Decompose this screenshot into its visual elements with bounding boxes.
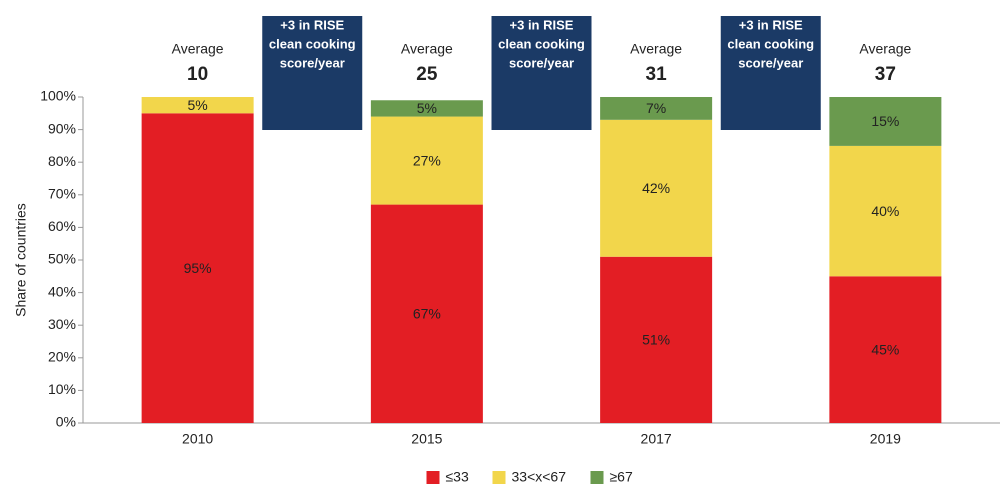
data-label: 51% bbox=[642, 332, 670, 348]
data-label: 5% bbox=[417, 100, 437, 116]
y-tick-label: 20% bbox=[48, 349, 76, 365]
annotation-text: score/year bbox=[738, 55, 803, 70]
annotation-text: +3 in RISE bbox=[510, 17, 574, 32]
x-tick-label: 2017 bbox=[641, 431, 672, 447]
bar-segment bbox=[829, 145, 942, 277]
bar-segment bbox=[829, 97, 942, 146]
average-label: Average bbox=[172, 41, 224, 57]
annotation-box bbox=[262, 16, 363, 130]
bar-segment bbox=[600, 97, 713, 120]
y-tick-label: 0% bbox=[56, 414, 76, 430]
bar-segment bbox=[370, 204, 483, 423]
data-label: 15% bbox=[871, 113, 899, 129]
annotation-text: score/year bbox=[280, 55, 345, 70]
annotation-text: clean cooking bbox=[269, 36, 356, 51]
annotation-text: +3 in RISE bbox=[280, 17, 344, 32]
data-label: 40% bbox=[871, 203, 899, 219]
average-label: Average bbox=[401, 41, 453, 57]
annotation-box bbox=[491, 16, 592, 130]
legend-label: ≤33 bbox=[446, 469, 469, 485]
legend-swatch bbox=[426, 471, 440, 484]
average-value: 31 bbox=[646, 64, 668, 85]
average-value: 37 bbox=[875, 64, 896, 85]
legend-label: 33<x<67 bbox=[512, 469, 567, 485]
y-tick-label: 50% bbox=[48, 251, 76, 267]
annotation-text: clean cooking bbox=[498, 36, 585, 51]
y-tick-label: 100% bbox=[40, 88, 76, 104]
average-label: Average bbox=[859, 41, 911, 57]
data-label: 7% bbox=[646, 100, 666, 116]
y-tick-label: 30% bbox=[48, 316, 76, 332]
x-tick-label: 2015 bbox=[411, 431, 442, 447]
y-tick-label: 70% bbox=[48, 186, 76, 202]
y-axis-label: Share of countries bbox=[13, 203, 29, 317]
bar-segment bbox=[370, 100, 483, 117]
annotation-box bbox=[720, 16, 821, 130]
data-label: 45% bbox=[871, 341, 899, 357]
average-value: 10 bbox=[187, 64, 208, 85]
legend-label: ≥67 bbox=[610, 469, 633, 485]
data-label: 67% bbox=[413, 305, 441, 321]
bar-segment bbox=[600, 119, 713, 257]
y-tick-label: 10% bbox=[48, 381, 76, 397]
y-tick-label: 60% bbox=[48, 218, 76, 234]
data-label: 42% bbox=[642, 180, 670, 196]
data-label: 27% bbox=[413, 152, 441, 168]
bar-segment bbox=[370, 116, 483, 205]
bar-segment bbox=[141, 97, 254, 114]
bar-segment bbox=[829, 276, 942, 423]
annotation-text: +3 in RISE bbox=[739, 17, 803, 32]
x-tick-label: 2010 bbox=[182, 431, 213, 447]
bar-segment bbox=[141, 113, 254, 424]
bar-segment bbox=[600, 256, 713, 423]
average-label: Average bbox=[630, 41, 682, 57]
data-label: 95% bbox=[184, 260, 212, 276]
annotation-text: clean cooking bbox=[727, 36, 814, 51]
y-tick-label: 40% bbox=[48, 283, 76, 299]
legend-swatch bbox=[492, 471, 506, 484]
data-label: 5% bbox=[188, 97, 208, 113]
annotation-text: score/year bbox=[509, 55, 574, 70]
y-tick-label: 80% bbox=[48, 153, 76, 169]
x-tick-label: 2019 bbox=[870, 431, 901, 447]
y-tick-label: 90% bbox=[48, 120, 76, 136]
average-value: 25 bbox=[416, 64, 438, 85]
legend-swatch bbox=[590, 471, 604, 484]
